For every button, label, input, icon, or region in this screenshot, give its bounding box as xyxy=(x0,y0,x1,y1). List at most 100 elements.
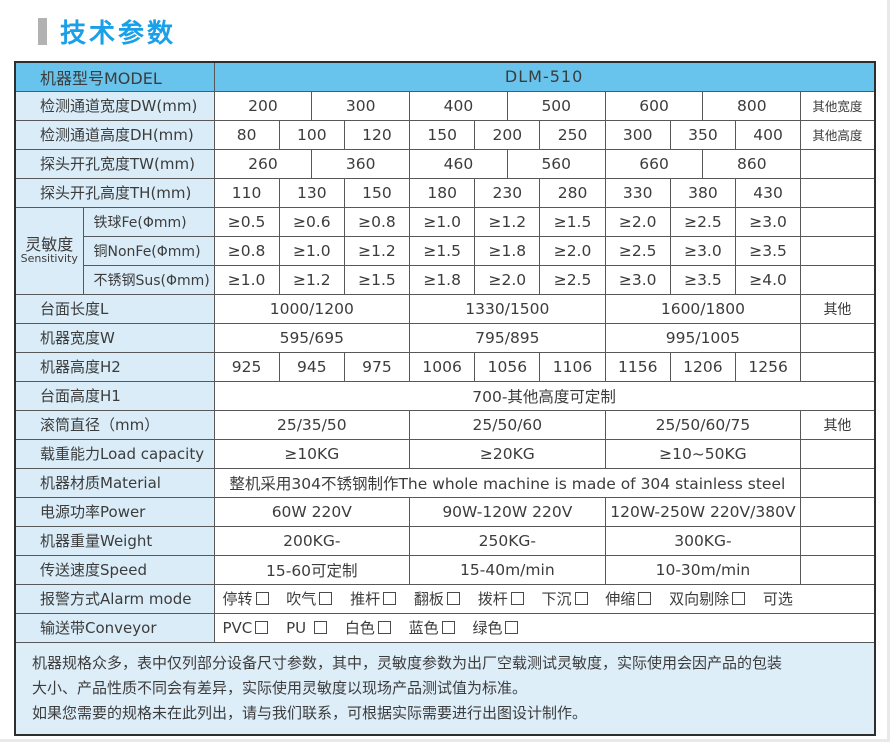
cell-power: 120W-250W 220V/380V xyxy=(604,496,802,527)
alarm-option-label: 拨杆 xyxy=(477,590,508,608)
cell-sus: ≥3.0 xyxy=(604,264,671,295)
cell-speed: 15-60可定制 xyxy=(213,554,411,585)
checkbox-icon xyxy=(377,621,391,634)
cell-tw: 860 xyxy=(702,148,802,179)
cell-load: ≥10~50KG xyxy=(604,438,802,469)
cell-dw: 600 xyxy=(604,90,704,121)
cell-sus: ≥4.0 xyxy=(734,264,802,295)
cell-th-extra xyxy=(800,177,876,208)
table-row-material: 机器材质Material 整机采用304不锈钢制作The whole machi… xyxy=(14,467,876,498)
cell-dw-extra: 其他宽度 xyxy=(800,90,876,121)
cell-length: 1600/1800 xyxy=(604,293,802,324)
cell-th: 380 xyxy=(669,177,737,208)
note-line: 如果您需要的规格未在此列出，请与我们联系，可根据实际需要进行出图设计制作。 xyxy=(32,703,588,722)
row-label-nonfe: 铜NonFe(Φmm) xyxy=(82,235,215,266)
cell-nonfe: ≥1.2 xyxy=(343,235,411,266)
table-row-notes: 机器规格众多，表中仅列部分设备尺寸参数，其中，灵敏度参数为出厂空载测试灵敏度，实… xyxy=(14,641,876,735)
cell-width: 795/895 xyxy=(409,322,606,353)
cell-length: 1330/1500 xyxy=(409,293,606,324)
cell-weight: 250KG- xyxy=(409,525,606,556)
cell-tw: 260 xyxy=(213,148,313,179)
cell-length-extra: 其他 xyxy=(800,293,876,324)
checkbox-icon xyxy=(255,621,269,634)
cell-nonfe: ≥3.0 xyxy=(669,235,737,266)
cell-weight-extra xyxy=(800,525,876,556)
cell-sus: ≥3.5 xyxy=(669,264,737,295)
table-row-width: 机器宽度W 595/695 795/895 995/1005 xyxy=(14,322,876,353)
alarm-option: 推杆 xyxy=(350,588,409,609)
cell-nonfe-extra xyxy=(800,235,876,266)
cell-width: 995/1005 xyxy=(604,322,802,353)
cell-nonfe: ≥2.5 xyxy=(604,235,671,266)
row-label-width: 机器宽度W xyxy=(14,322,215,353)
conveyor-option-label: PU xyxy=(286,619,307,637)
checkbox-icon xyxy=(441,621,455,634)
spec-table: 机器型号MODEL DLM-510 检测通道宽度DW(mm) 200 300 4… xyxy=(14,61,876,736)
cell-dh: 150 xyxy=(409,119,476,150)
cell-conveyor-options: PVC PU 白色 蓝色 绿色 xyxy=(213,612,876,643)
table-row-weight: 机器重量Weight 200KG- 250KG- 300KG- xyxy=(14,525,876,556)
conveyor-option: 白色 xyxy=(345,617,404,638)
cell-fe: ≥2.5 xyxy=(669,206,737,237)
row-label-h2: 机器高度H2 xyxy=(14,351,215,382)
cell-nonfe: ≥1.0 xyxy=(278,235,345,266)
cell-fe: ≥2.0 xyxy=(604,206,671,237)
cell-fe: ≥1.0 xyxy=(409,206,476,237)
cell-fe: ≥3.0 xyxy=(734,206,802,237)
model-value: DLM-510 xyxy=(213,61,876,92)
cell-material: 整机采用304不锈钢制作The whole machine is made of… xyxy=(213,467,802,498)
page-title-text: 技术参数 xyxy=(60,19,177,49)
cell-dh: 350 xyxy=(669,119,737,150)
cell-roller: 25/50/60/75 xyxy=(604,409,802,440)
cell-nonfe: ≥1.5 xyxy=(409,235,476,266)
checkbox-icon xyxy=(255,592,269,605)
sensitivity-label-cn: 灵敏度 xyxy=(25,235,74,254)
row-label-conveyor: 输送带Conveyor xyxy=(14,612,215,643)
alarm-option: 伸缩 xyxy=(605,588,664,609)
cell-load: ≥20KG xyxy=(409,438,606,469)
row-label-speed: 传送速度Speed xyxy=(14,554,215,585)
cell-h2: 945 xyxy=(278,351,345,382)
cell-sus: ≥2.5 xyxy=(539,264,606,295)
table-row-roller: 滚筒直径（mm） 25/35/50 25/50/60 25/50/60/75 其… xyxy=(14,409,876,440)
cell-power: 90W-120W 220V xyxy=(409,496,606,527)
table-row-dw: 检测通道宽度DW(mm) 200 300 400 500 600 800 其他宽… xyxy=(14,90,876,121)
cell-nonfe: ≥3.5 xyxy=(734,235,802,266)
table-row-length: 台面长度L 1000/1200 1330/1500 1600/1800 其他 xyxy=(14,293,876,324)
alarm-option: 拨杆 xyxy=(478,588,537,609)
note-line: 大小、产品性质不同会有差异，实际使用灵敏度以现场产品测试值为标准。 xyxy=(32,678,528,697)
cell-fe: ≥0.6 xyxy=(278,206,345,237)
cell-fe: ≥0.8 xyxy=(343,206,411,237)
cell-th: 180 xyxy=(409,177,476,208)
conveyor-option-label: PVC xyxy=(222,619,253,637)
row-label-th: 探头开孔高度TH(mm) xyxy=(14,177,215,208)
alarm-option-label: 伸缩 xyxy=(605,590,636,608)
checkbox-icon xyxy=(510,592,524,605)
cell-sus: ≥2.0 xyxy=(474,264,541,295)
table-row-power: 电源功率Power 60W 220V 90W-120W 220V 120W-25… xyxy=(14,496,876,527)
cell-fe: ≥1.2 xyxy=(474,206,541,237)
cell-th: 230 xyxy=(474,177,541,208)
row-label-weight: 机器重量Weight xyxy=(14,525,215,556)
alarm-option-label: 停转 xyxy=(222,590,253,608)
cell-alarm-options: 停转 吹气 推杆 翻板 拨杆 下沉 伸缩 双向剔除 可选 xyxy=(213,583,876,614)
sensitivity-group-label: 灵敏度 Sensitivity xyxy=(14,206,84,295)
cell-length: 1000/1200 xyxy=(213,293,411,324)
cell-roller-extra: 其他 xyxy=(800,409,876,440)
cell-tw: 360 xyxy=(311,148,411,179)
table-row-dh: 检测通道高度DH(mm) 80 100 120 150 200 250 300 … xyxy=(14,119,876,150)
cell-nonfe: ≥1.8 xyxy=(474,235,541,266)
row-label-length: 台面长度L xyxy=(14,293,215,324)
cell-dw: 500 xyxy=(506,90,606,121)
row-label-power: 电源功率Power xyxy=(14,496,215,527)
row-label-tw: 探头开孔宽度TW(mm) xyxy=(14,148,215,179)
alarm-option: 下沉 xyxy=(541,588,600,609)
cell-width-extra xyxy=(800,322,876,353)
cell-speed: 10-30m/min xyxy=(604,554,802,585)
page-title: 技术参数 xyxy=(0,0,887,61)
cell-dh: 200 xyxy=(474,119,541,150)
row-label-fe: 铁球Fe(Φmm) xyxy=(82,206,215,237)
cell-fe: ≥1.5 xyxy=(539,206,606,237)
alarm-suffix: 可选 xyxy=(762,590,793,608)
cell-roller: 25/35/50 xyxy=(213,409,411,440)
